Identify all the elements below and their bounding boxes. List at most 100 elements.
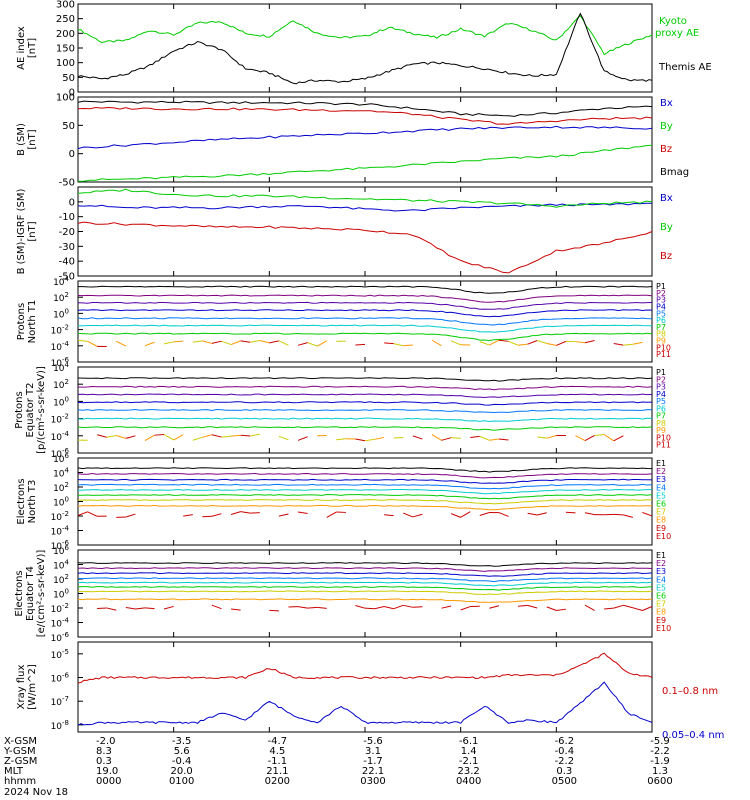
noise-segment — [230, 340, 241, 346]
legend-label: P8 — [656, 330, 666, 339]
y-tick-label: 10-5 — [51, 648, 69, 661]
legend-label: P10 — [656, 343, 671, 352]
noise-segment — [412, 435, 423, 440]
noise-segment — [642, 512, 653, 517]
table-cell: -6.1 — [459, 736, 479, 747]
noise-segment — [604, 607, 614, 610]
noise-segment — [556, 340, 567, 346]
noise-segment — [125, 513, 136, 518]
legend-label: P6 — [656, 316, 666, 325]
noise-segment — [479, 435, 490, 441]
noise-segment — [489, 438, 500, 441]
legend-label: E10 — [656, 624, 671, 633]
legend-label: E4 — [656, 575, 666, 584]
noise-segment — [613, 604, 624, 609]
noise-segment — [489, 605, 500, 609]
legend-label: Bz — [660, 251, 672, 262]
legend-label: E9 — [656, 524, 666, 533]
noise-segment — [269, 609, 279, 612]
y-axis-label: Protons — [16, 303, 27, 340]
noise-segment — [431, 434, 442, 441]
legend-label: P4 — [656, 302, 666, 311]
noise-segment — [403, 512, 414, 518]
legend-label: E2 — [656, 559, 666, 568]
noise-segment — [355, 438, 366, 442]
y-axis-label: B (SM)-IGRF (SM) — [16, 189, 27, 275]
noise-segment — [173, 434, 184, 441]
noise-segment — [307, 606, 318, 609]
noise-segment — [603, 434, 615, 442]
noise-segment — [613, 435, 624, 442]
y-tick-label: 250 — [56, 14, 75, 25]
panel-digrf: -50 -40 -30 -20 -10 0 B (SM)-IGRF (SM) [nT] Bx By… — [16, 186, 673, 283]
y-tick-label: 10-4 — [51, 617, 70, 630]
noise-segment — [211, 340, 222, 344]
panel-ae: 0 50 100 150 200 250 300 AE index [nT] Kyotoproxy… — [16, 0, 712, 99]
noise-segment — [154, 434, 165, 436]
y-tick-label: 10-4 — [51, 430, 70, 443]
channel-line-p4 — [77, 401, 653, 406]
table-cell: 0200 — [265, 776, 290, 787]
y-tick-label: 10-2 — [51, 324, 69, 337]
table-cell: -2.2 — [650, 746, 670, 757]
channel-line-e8 — [77, 598, 653, 603]
channel-line-p2 — [77, 294, 653, 303]
noise-segment — [575, 435, 586, 442]
legend-label: E6 — [656, 592, 666, 601]
y-tick-label: 100 — [53, 496, 69, 509]
legend-label: 0.1–0.8 nm — [662, 686, 718, 697]
noise-segment — [230, 511, 241, 515]
legend-label: P7 — [656, 412, 666, 421]
y-axis-label: [nT] — [27, 38, 38, 58]
channel-line-e5 — [77, 488, 652, 495]
y-tick-label: 104 — [53, 559, 69, 572]
noise-segment — [527, 604, 538, 609]
noise-segment — [125, 435, 136, 439]
table-cell: 0.3 — [96, 756, 112, 767]
legend-label: E5 — [656, 583, 666, 592]
table-cell: -0.4 — [172, 756, 192, 767]
noise-segment — [546, 342, 557, 346]
noise-segment — [537, 436, 547, 439]
y-tick-label: -20 — [59, 227, 75, 238]
table-cell: 0400 — [456, 776, 481, 787]
table-cell: 0500 — [552, 776, 577, 787]
table-cell: -2.2 — [555, 756, 575, 767]
legend-label: P1 — [656, 282, 666, 291]
noise-segment — [355, 604, 366, 609]
channel-line-e4 — [77, 483, 653, 490]
noise-segment — [403, 344, 413, 347]
legend-label: E9 — [656, 616, 666, 625]
noise-segment — [278, 340, 289, 346]
y-axis-label: [p/(cm²-s-sr-keV)] — [36, 366, 47, 454]
noise-segment — [384, 514, 394, 517]
noise-segment — [202, 340, 213, 344]
legend-label: Bx — [660, 193, 673, 204]
panel-xray: 10-8 10-7 10-6 10-5 Xray flux [W/m^2] 0.1–0.8 … — [16, 641, 724, 741]
y-tick-label: 10-6 — [51, 672, 70, 685]
noise-segment — [135, 607, 146, 610]
y-tick-label: 100 — [53, 395, 69, 408]
noise-segment — [97, 607, 107, 609]
y-axis-label: [W/m^2] — [27, 664, 38, 710]
noise-segment — [508, 340, 519, 346]
legend-label: Bz — [660, 144, 672, 155]
legend-label: P9 — [656, 337, 666, 346]
noise-segment — [97, 434, 107, 438]
series-line-bx — [77, 100, 653, 117]
noise-segment — [527, 512, 538, 516]
y-tick-label: 102 — [53, 481, 69, 494]
table-cell: 0000 — [96, 776, 121, 787]
noise-segment — [231, 434, 241, 437]
noise-segment — [623, 514, 633, 518]
table-cell: -6.2 — [555, 736, 575, 747]
noise-segment — [384, 606, 394, 610]
y-axis-label: Equator T2 — [25, 383, 36, 438]
noise-segment — [403, 604, 413, 608]
y-axis-label: North T3 — [27, 480, 38, 524]
legend-label: E3 — [656, 567, 666, 576]
noise-segment — [144, 341, 155, 347]
noise-segment — [173, 340, 184, 343]
